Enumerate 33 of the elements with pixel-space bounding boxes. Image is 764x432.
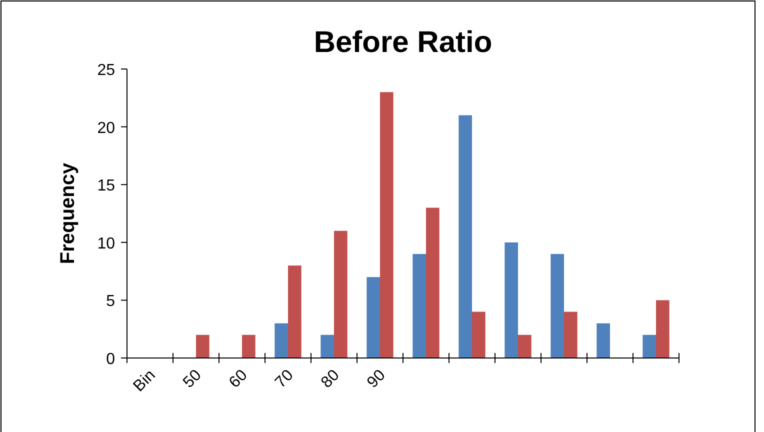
bar (458, 115, 472, 358)
bar (288, 266, 302, 358)
bar (242, 334, 256, 358)
bar (426, 208, 440, 358)
x-tick-label: 50 (180, 366, 205, 392)
chart-title: Before Ratio (314, 26, 492, 59)
y-tick-label: 0 (106, 351, 116, 368)
x-tick-label: 90 (364, 366, 389, 392)
bar (656, 300, 670, 358)
x-tick-label: Bin (130, 366, 159, 396)
bar (320, 334, 334, 358)
y-tick-label: 20 (97, 120, 116, 137)
x-tick-label: 70 (272, 366, 297, 392)
x-tick-label: 60 (226, 366, 251, 392)
y-tick-label: 5 (106, 293, 116, 310)
y-tick-label: 25 (97, 62, 116, 79)
bar (504, 242, 518, 358)
bar (472, 312, 486, 358)
y-axis-title: Frequency (57, 162, 79, 264)
bar (564, 312, 578, 358)
x-tick-label: 80 (318, 366, 343, 392)
bar (334, 230, 348, 358)
bar (596, 323, 610, 358)
bar (642, 334, 656, 358)
bar (274, 323, 288, 358)
bar (550, 254, 564, 358)
y-tick-label: 10 (97, 235, 116, 252)
y-tick-label: 15 (97, 178, 116, 195)
bar (518, 334, 532, 358)
bar (380, 92, 394, 358)
bar (196, 334, 210, 358)
bar (412, 254, 426, 358)
bar (366, 277, 380, 358)
